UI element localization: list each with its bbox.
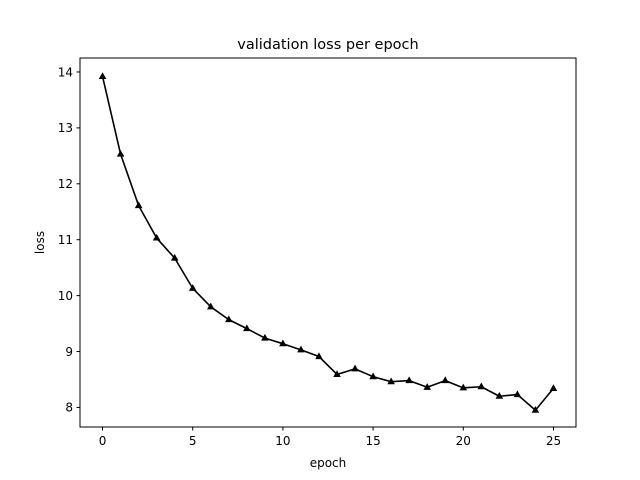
data-point [261,333,269,341]
y-tick-label: 9 [65,345,73,359]
data-point [170,253,179,261]
plot-frame [79,57,577,428]
x-axis-label: epoch [310,456,347,470]
data-point [441,376,450,384]
series-group [98,72,558,413]
data-point [513,390,522,398]
x-tick-label: 10 [275,434,290,448]
plot-background [80,58,576,427]
y-tick-label: 13 [58,121,73,135]
data-point [477,382,486,390]
data-point [423,383,431,390]
x-tick-label: 25 [546,434,561,448]
data-point [315,352,323,360]
y-tick-label: 10 [58,289,73,303]
data-point [549,384,558,391]
data-point [387,377,395,385]
y-tick-label: 12 [58,177,73,191]
data-point [225,315,233,323]
data-point [369,372,377,380]
data-point [531,406,540,413]
chart-title: validation loss per epoch [237,37,418,53]
data-point [279,339,287,347]
x-axis-ticks: 0 5 10 15 20 25 [99,427,561,448]
data-point [152,233,161,241]
data-point [333,370,341,377]
data-point [297,345,305,353]
series-line [101,76,555,412]
data-point [116,149,125,157]
data-point [351,364,359,372]
data-point [495,392,504,399]
y-axis-label: loss [33,231,47,254]
y-tick-label: 11 [58,233,73,247]
x-tick-label: 20 [456,434,471,448]
x-tick-label: 5 [189,434,197,448]
x-tick-label: 0 [99,434,107,448]
data-point [134,201,143,209]
y-tick-label: 8 [65,401,73,415]
data-point [206,302,215,310]
y-axis-ticks: 8 9 10 11 12 13 14 [58,65,80,415]
data-point [188,284,197,291]
data-point [459,383,468,391]
data-point [405,376,413,384]
y-tick-label: 14 [58,65,73,79]
data-point [98,72,107,79]
x-tick-label: 15 [365,434,380,448]
data-point [243,324,251,332]
